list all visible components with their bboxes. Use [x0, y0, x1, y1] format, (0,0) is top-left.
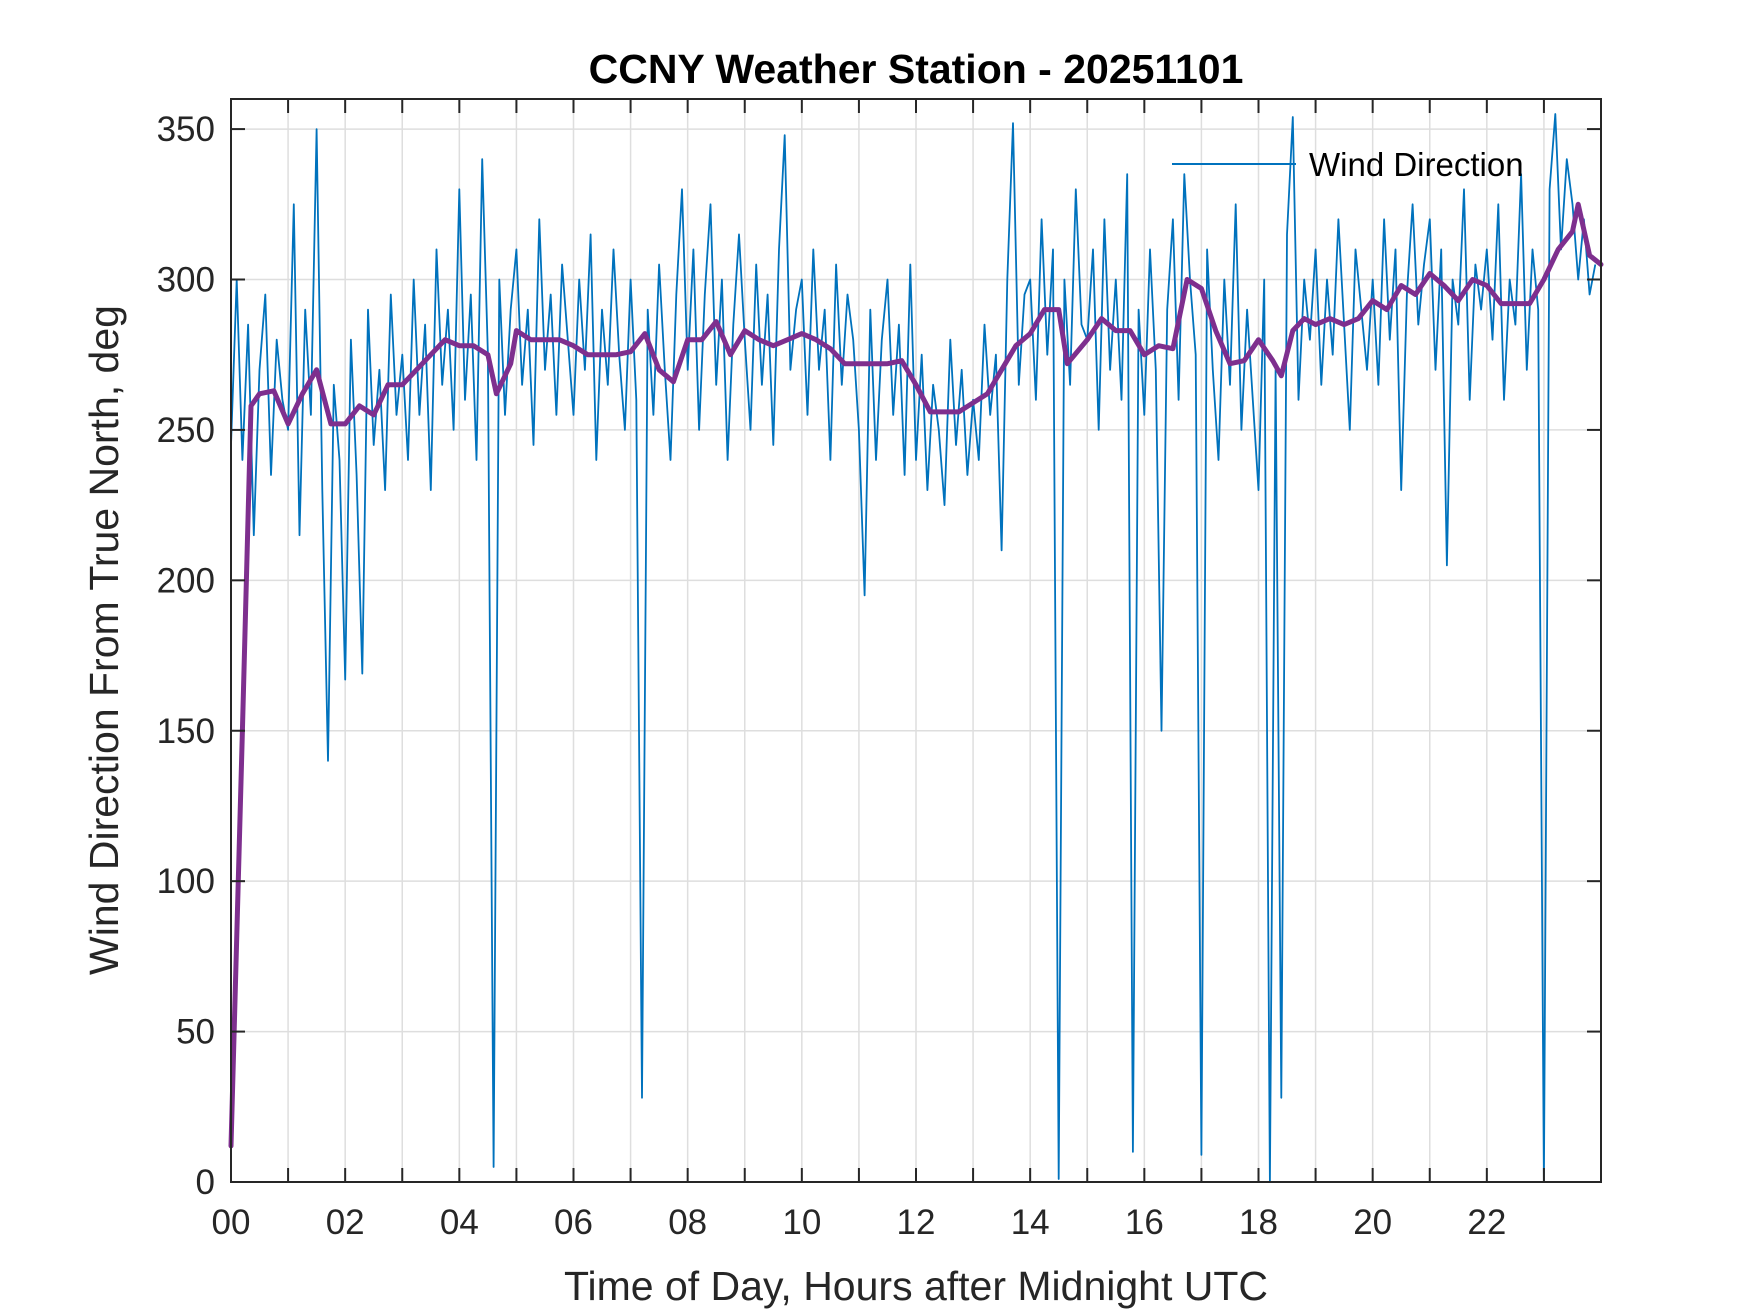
y-tick-label: 150 [157, 712, 215, 751]
x-axis-label: Time of Day, Hours after Midnight UTC [564, 1263, 1268, 1309]
wind-direction-line [230, 113, 1597, 1183]
y-tick-label: 0 [196, 1163, 215, 1202]
y-tick-label: 250 [157, 411, 215, 450]
moving-average-line [228, 201, 1604, 1149]
x-tick-label: 14 [1011, 1203, 1050, 1242]
chart-title: CCNY Weather Station - 20251101 [589, 46, 1244, 92]
y-tick-label: 300 [157, 261, 215, 300]
y-tick-labels: 0 50 100 150 200 250 300 350 [157, 110, 215, 1202]
x-tick-label: 04 [440, 1203, 479, 1242]
y-tick-label: 50 [176, 1013, 215, 1052]
x-tick-label: 12 [897, 1203, 936, 1242]
axes-box [230, 98, 1602, 1183]
y-axis-label: Wind Direction From True North, deg [81, 305, 127, 975]
x-tick-labels: 00 02 04 06 08 10 12 14 16 18 20 22 [212, 1203, 1507, 1242]
x-tick-label: 06 [554, 1203, 593, 1242]
x-tick-label: 22 [1467, 1203, 1506, 1242]
y-tick-label: 350 [157, 110, 215, 149]
x-tick-label: 20 [1353, 1203, 1392, 1242]
x-tick-label: 18 [1239, 1203, 1278, 1242]
x-tick-label: 02 [326, 1203, 365, 1242]
x-tick-label: 10 [782, 1203, 821, 1242]
y-tick-label: 100 [157, 862, 215, 901]
x-tick-label: 00 [212, 1203, 251, 1242]
x-tick-label: 16 [1125, 1203, 1164, 1242]
legend: Wind Direction [1172, 146, 1524, 183]
y-tick-label: 200 [157, 561, 215, 600]
grid [231, 99, 1601, 1182]
x-tick-label: 08 [668, 1203, 707, 1242]
legend-label-wind-direction: Wind Direction [1309, 146, 1524, 183]
series-layer [228, 113, 1604, 1183]
